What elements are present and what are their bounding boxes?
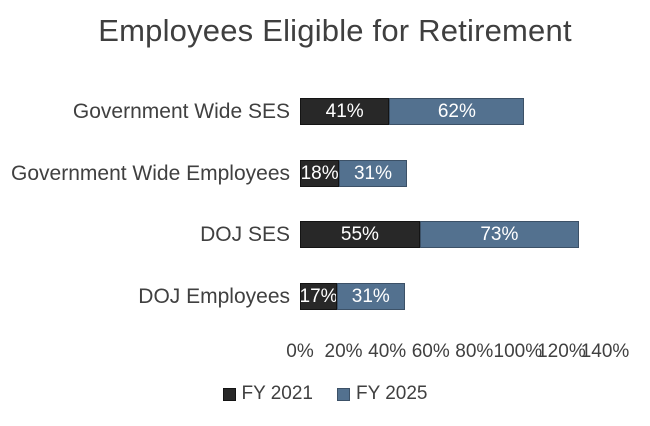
category-label: DOJ Employees [138,285,290,308]
legend: FY 2021 FY 2025 [0,383,650,405]
bar-segment-fy-2021: 41% [300,98,390,125]
bar-value-label: 18% [300,162,339,184]
category-label: Government Wide SES [72,100,290,123]
bar-segment-fy-2025: 62% [389,98,525,125]
bar-segment-fy-2025: 31% [337,283,405,310]
bar-value-label: 31% [351,285,390,307]
bar-segment-fy-2025: 31% [339,160,407,187]
bar-value-label: 73% [480,223,519,245]
bar-value-label: 17% [300,285,338,307]
legend-label: FY 2025 [356,383,428,404]
bar-value-label: 55% [340,223,379,245]
category-label: DOJ SES [200,223,290,246]
bar-segment-fy-2021: 55% [300,221,420,248]
legend-item-fy-2025: FY 2025 [337,383,427,405]
legend-swatch-icon [222,387,236,401]
legend-item-fy-2021: FY 2021 [222,383,313,405]
bar-segment-fy-2021: 18% [300,160,340,187]
x-tick-label: 20% [324,341,363,362]
bar-value-label: 31% [353,162,392,184]
bar-value-label: 62% [437,100,476,122]
x-tick-label: 0% [286,341,314,362]
bar-segment-fy-2025: 73% [419,221,579,248]
x-tick-label: 40% [368,341,407,362]
category-label: Government Wide Employees [11,162,290,185]
legend-swatch-icon [337,387,350,401]
x-tick-label: 60% [411,341,450,362]
chart-title: Employees Eligible for Retirement [98,13,572,48]
x-tick-label: 100% [493,341,543,362]
x-tick-label: 120% [537,341,586,362]
legend-label: FY 2021 [241,383,313,404]
x-tick-label: 80% [455,341,494,362]
bar-value-label: 41% [325,100,364,122]
bar-segment-fy-2021: 17% [300,283,338,310]
x-tick-label: 140% [580,341,630,362]
